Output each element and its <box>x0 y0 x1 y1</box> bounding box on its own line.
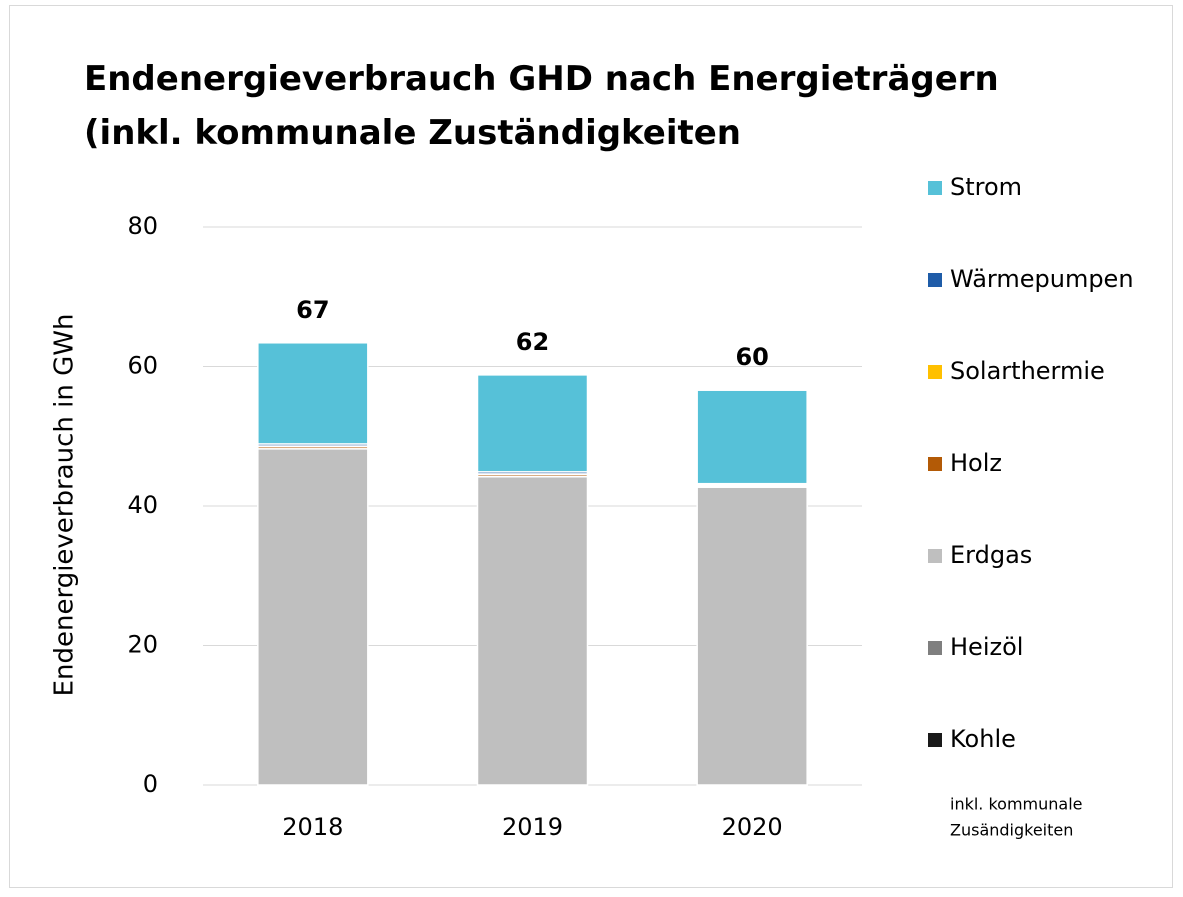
legend-label: Solarthermie <box>950 357 1105 385</box>
total-label: 62 <box>516 328 549 356</box>
y-axis-label: Endenergieverbrauch in GWh <box>50 314 80 697</box>
bar-segment <box>696 486 808 786</box>
total-label: 67 <box>296 296 329 324</box>
bar-segment <box>257 448 369 786</box>
legend-swatch <box>928 365 942 379</box>
y-tick-label: 60 <box>127 352 158 380</box>
x-tick-label: 2018 <box>282 813 343 841</box>
y-tick-label: 20 <box>127 631 158 659</box>
legend-swatch <box>928 457 942 471</box>
legend-label: Erdgas <box>950 541 1032 569</box>
note: Zusändigkeiten <box>950 821 1073 840</box>
x-tick-label: 2020 <box>722 813 783 841</box>
x-tick-label: 2019 <box>502 813 563 841</box>
y-tick-label: 40 <box>127 491 158 519</box>
legend-label: Heizöl <box>950 633 1023 661</box>
y-tick-label: 80 <box>127 212 158 240</box>
legend-label: Holz <box>950 449 1002 477</box>
legend-label: Wärmepumpen <box>950 265 1134 293</box>
bar-segment <box>696 389 808 485</box>
legend-swatch <box>928 181 942 195</box>
bar-segment <box>476 475 589 786</box>
total-label: 60 <box>735 343 768 371</box>
note: inkl. kommunale <box>950 795 1083 814</box>
legend-swatch <box>928 733 942 747</box>
legend-label: Strom <box>950 173 1022 201</box>
legend-swatch <box>928 549 942 563</box>
legend-label: Kohle <box>950 725 1016 753</box>
bar-segment <box>476 374 589 473</box>
bar-segment <box>257 342 369 445</box>
chart-frame <box>9 5 1173 888</box>
y-tick-label: 0 <box>143 770 158 798</box>
chart-title: Endenergieverbrauch GHD nach Energieträg… <box>84 59 999 153</box>
legend-swatch <box>928 641 942 655</box>
legend-swatch <box>928 273 942 287</box>
